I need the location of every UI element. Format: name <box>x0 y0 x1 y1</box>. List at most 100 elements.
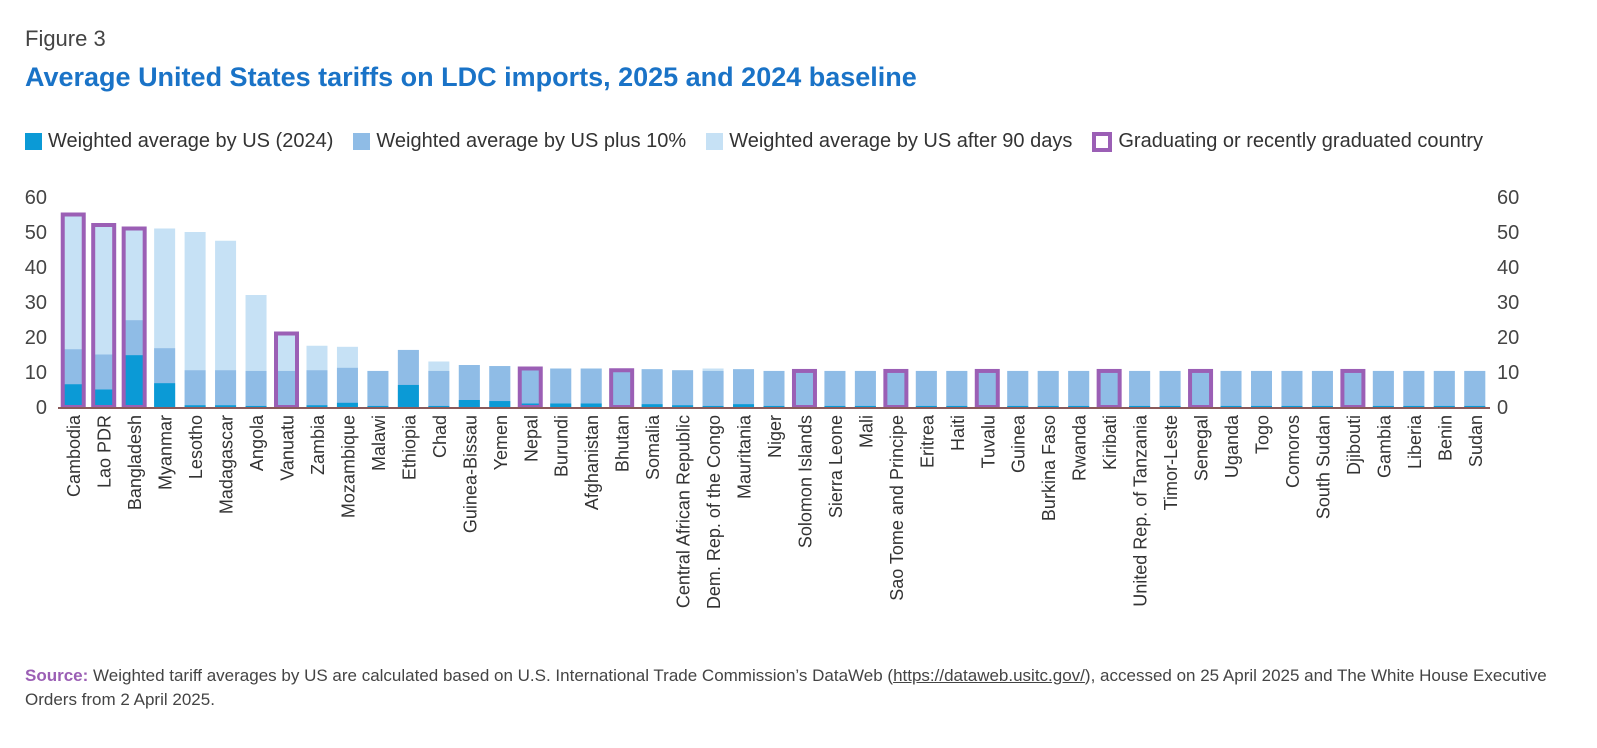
source-label: Source: <box>25 666 89 685</box>
x-tick-label-22: Mauritania <box>735 414 755 499</box>
bar-90days-5 <box>215 240 237 407</box>
x-tick-label-5: Madagascar <box>217 415 237 514</box>
bar-plus10-9 <box>336 367 358 407</box>
y-tick-left-10: 10 <box>25 362 47 384</box>
bar-plus10-12 <box>428 370 450 407</box>
bar-2024-29 <box>946 405 968 407</box>
bar-plus10-14 <box>489 366 511 407</box>
x-tick-label-12: Chad <box>430 415 450 458</box>
y-tick-left-20: 20 <box>25 327 47 349</box>
bar-plus10-41 <box>1311 370 1333 407</box>
y-tick-right-20: 20 <box>1497 327 1519 349</box>
bar-plus10-37 <box>1190 370 1212 407</box>
bar-2024-17 <box>580 403 602 407</box>
bar-2024-1 <box>93 389 115 407</box>
bar-plus10-24 <box>793 370 815 407</box>
y-tick-right-50: 50 <box>1497 222 1519 244</box>
bar-plus10-7 <box>276 370 298 407</box>
x-tick-label-3: Myanmar <box>156 415 176 490</box>
x-tick-label-37: Senegal <box>1192 415 1212 481</box>
bar-2024-36 <box>1159 405 1181 407</box>
bar-2024-6 <box>245 405 267 407</box>
x-tick-label-9: Mozambique <box>338 415 358 518</box>
bar-2024-0 <box>62 384 84 407</box>
source-link[interactable]: https://dataweb.usitc.gov/ <box>893 666 1085 685</box>
bar-plus10-46 <box>1464 370 1486 407</box>
chart-title: Average United States tariffs on LDC imp… <box>25 62 917 92</box>
bar-plus10-6 <box>245 370 267 407</box>
bar-2024-44 <box>1403 405 1425 407</box>
x-tick-label-8: Zambia <box>308 414 328 475</box>
bar-2024-45 <box>1433 405 1455 407</box>
legend: Weighted average by US (2024) Weighted a… <box>25 130 1503 153</box>
x-tick-label-1: Lao PDR <box>95 415 115 488</box>
x-tick-label-46: Sudan <box>1466 415 1486 467</box>
legend-label-plus10: Weighted average by US plus 10% <box>376 130 687 152</box>
x-tick-label-10: Malawi <box>369 415 389 471</box>
bar-2024-31 <box>1007 405 1029 407</box>
bar-2024-41 <box>1311 405 1333 407</box>
x-tick-label-20: Central African Republic <box>674 415 694 608</box>
bar-2024-46 <box>1464 405 1486 407</box>
bar-90days-4 <box>184 232 206 407</box>
bar-plus10-29 <box>946 370 968 407</box>
x-tick-label-34: Kiribati <box>1100 415 1120 470</box>
bar-2024-43 <box>1372 405 1394 407</box>
x-tick-label-15: Nepal <box>521 415 541 462</box>
legend-swatch-90days <box>706 133 724 150</box>
x-tick-label-38: Uganda <box>1222 414 1242 478</box>
bar-2024-19 <box>641 404 663 407</box>
x-tick-label-16: Burundi <box>552 415 572 477</box>
x-tick-label-35: United Rep. of Tanzania <box>1131 414 1151 607</box>
bar-plus10-26 <box>854 370 876 407</box>
bar-plus10-5 <box>215 370 237 407</box>
bar-2024-16 <box>550 403 572 407</box>
bar-2024-38 <box>1220 405 1242 407</box>
bar-plus10-35 <box>1129 370 1151 407</box>
bar-plus10-42 <box>1342 370 1364 407</box>
legend-item-graduating: Graduating or recently graduated country <box>1092 130 1483 153</box>
bar-plus10-13 <box>458 365 480 407</box>
bar-chart: 0 0 10 10 20 20 30 30 40 40 50 50 60 60 Cambodia Lao PD… <box>25 187 1520 609</box>
bar-plus10-32 <box>1037 370 1059 407</box>
x-tick-label-32: Burkina Faso <box>1039 415 1059 521</box>
x-tick-label-39: Togo <box>1252 415 1272 454</box>
bar-2024-33 <box>1068 405 1090 407</box>
y-tick-right-10: 10 <box>1497 362 1519 384</box>
bar-2024-3 <box>154 383 176 407</box>
x-tick-label-7: Vanuatu <box>278 415 298 481</box>
bar-2024-26 <box>854 405 876 407</box>
x-tick-label-31: Guinea <box>1009 414 1029 473</box>
legend-item-90days: Weighted average by US after 90 days <box>706 130 1072 153</box>
x-tick-label-4: Lesotho <box>186 415 206 479</box>
y-tick-left-0: 0 <box>36 397 47 419</box>
x-tick-label-17: Afghanistan <box>582 415 602 510</box>
x-tick-label-6: Angola <box>247 414 267 471</box>
x-tick-label-23: Niger <box>765 415 785 458</box>
bar-plus10-34 <box>1098 370 1120 407</box>
bar-plus10-17 <box>580 368 602 407</box>
source-text-after: ), accessed on 25 April 2025 and The Whi… <box>25 666 1547 709</box>
legend-swatch-2024 <box>25 133 42 150</box>
x-tick-label-27: Sao Tome and Principe <box>887 415 907 601</box>
bar-2024-20 <box>672 405 694 407</box>
y-tick-right-40: 40 <box>1497 257 1519 279</box>
bar-2024-8 <box>306 405 328 407</box>
bar-2024-39 <box>1250 405 1272 407</box>
bar-plus10-15 <box>519 368 541 407</box>
y-tick-right-30: 30 <box>1497 292 1519 314</box>
bar-plus10-38 <box>1220 370 1242 407</box>
bar-plus10-33 <box>1068 370 1090 407</box>
bar-plus10-39 <box>1250 370 1272 407</box>
bar-2024-11 <box>397 384 419 407</box>
bar-2024-23 <box>763 405 785 407</box>
bar-2024-9 <box>336 402 358 407</box>
bar-2024-14 <box>489 401 511 407</box>
x-tick-label-33: Rwanda <box>1070 414 1090 481</box>
bar-plus10-31 <box>1007 370 1029 407</box>
bar-plus10-16 <box>550 368 572 407</box>
bar-2024-35 <box>1129 405 1151 407</box>
bar-plus10-30 <box>976 370 998 407</box>
bar-2024-21 <box>702 405 724 407</box>
y-tick-left-30: 30 <box>25 292 47 314</box>
